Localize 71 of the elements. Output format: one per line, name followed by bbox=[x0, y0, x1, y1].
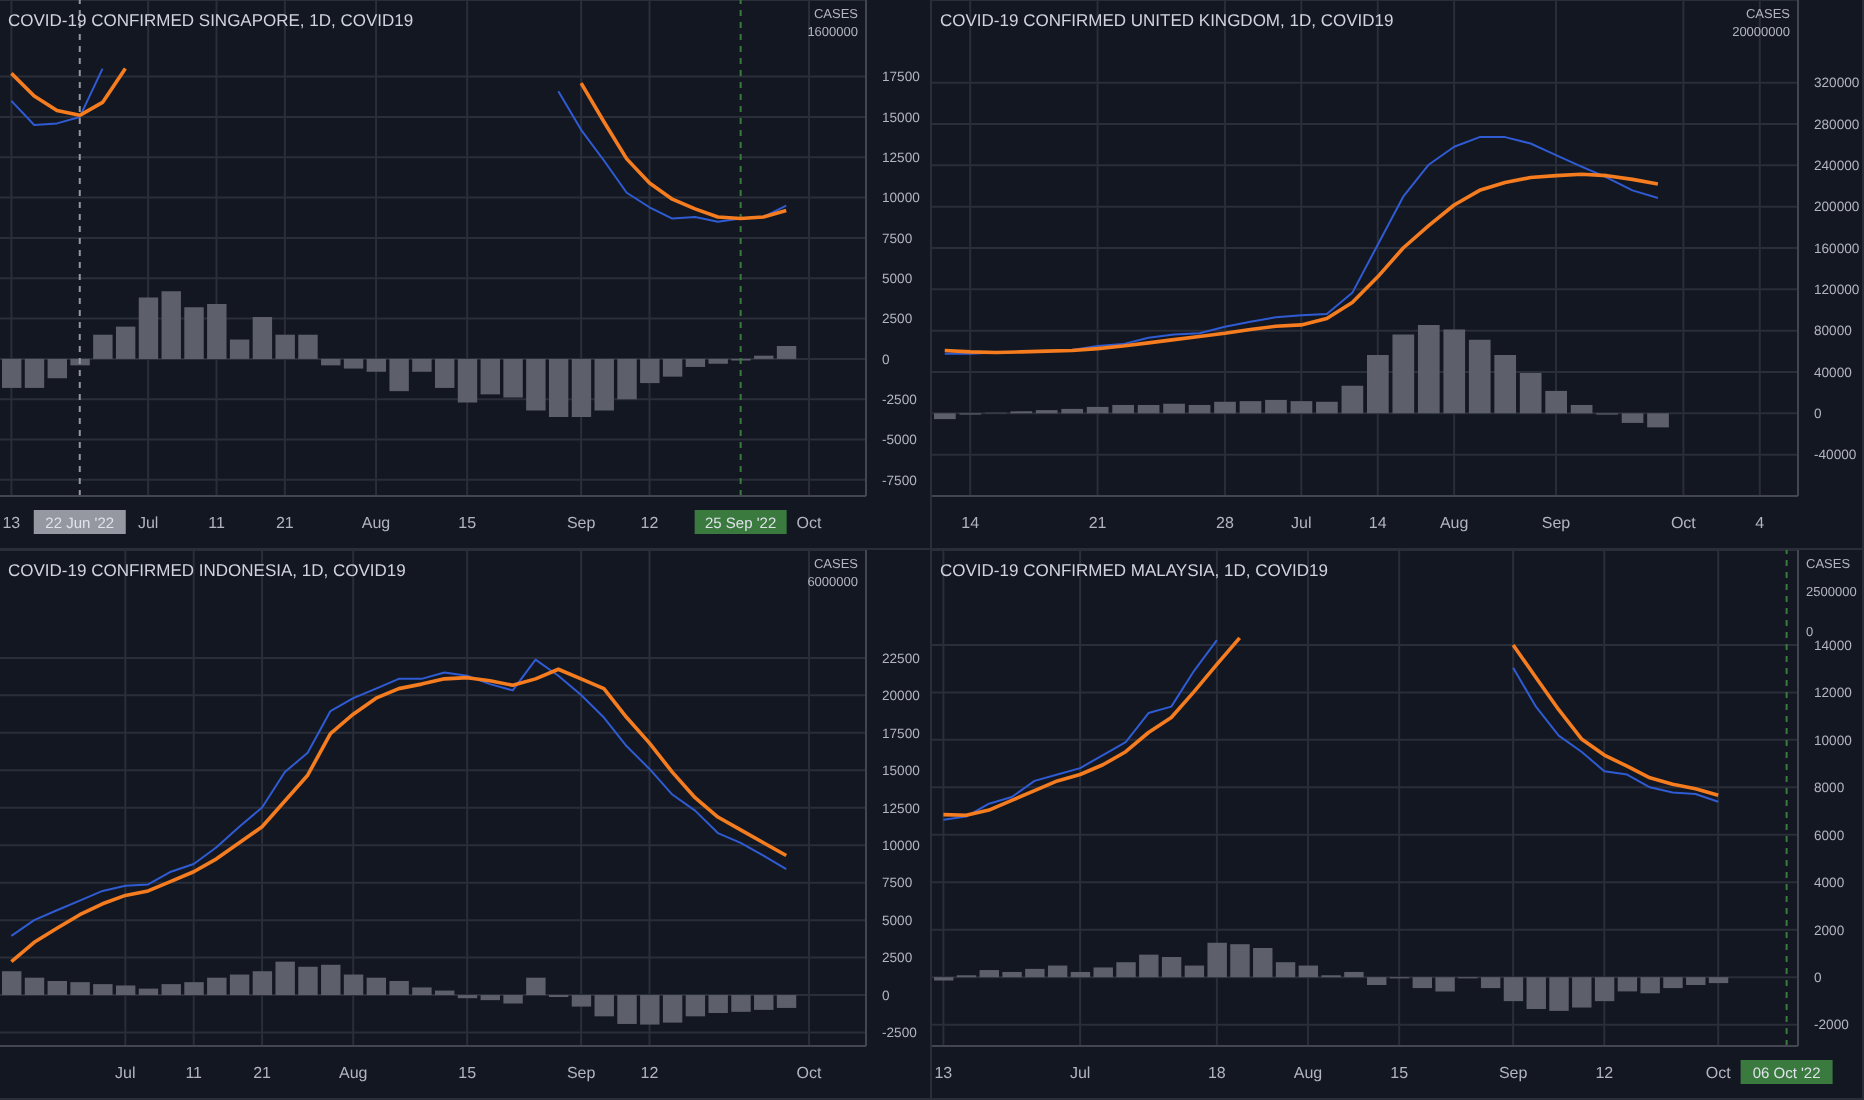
x-tick-label: Aug bbox=[1439, 514, 1469, 532]
x-tick-label: 21 bbox=[1088, 514, 1108, 532]
x-tick-label: Aug bbox=[361, 514, 391, 532]
bar bbox=[1265, 399, 1287, 414]
x-tick-label: Jul bbox=[137, 514, 159, 532]
x-tick-label: Sep bbox=[566, 1064, 597, 1082]
bar bbox=[776, 345, 797, 359]
bar bbox=[1239, 401, 1262, 414]
x-tick-label: 15 bbox=[1390, 1064, 1410, 1082]
x-tick-label: Jul bbox=[115, 1064, 137, 1082]
x-tick-label: 15 bbox=[458, 514, 478, 532]
x-tick-label: Oct bbox=[796, 1064, 824, 1082]
x-tick-label: 21 bbox=[275, 514, 295, 532]
bar bbox=[571, 995, 592, 1007]
x-tick-label: 4 bbox=[1755, 514, 1766, 532]
bar bbox=[1647, 413, 1669, 428]
bar bbox=[138, 297, 159, 359]
x-tick-label: 28 bbox=[1216, 514, 1235, 532]
x-tick-label: Jul bbox=[1291, 514, 1312, 532]
x-tick-label: Aug bbox=[339, 1064, 368, 1082]
bar bbox=[1070, 971, 1091, 978]
bar bbox=[457, 358, 478, 403]
text: COVID-19 CONFIRMED UNITED KINGDOM, 1D, COVID19 bbox=[940, 10, 1394, 30]
bar bbox=[1503, 977, 1524, 1002]
bar bbox=[1137, 404, 1160, 414]
bar bbox=[321, 358, 341, 366]
bar bbox=[1163, 403, 1185, 414]
bar bbox=[24, 358, 45, 388]
bar bbox=[1621, 413, 1644, 423]
x-tick-label: 11 bbox=[208, 514, 226, 532]
x-tick-label: 15 bbox=[458, 1064, 478, 1082]
bar bbox=[1570, 404, 1593, 414]
bar bbox=[571, 358, 592, 417]
x-tick-label: 13 bbox=[934, 1064, 954, 1082]
bar bbox=[24, 977, 45, 996]
x-tick-label: 14 bbox=[961, 514, 981, 532]
bar bbox=[1214, 401, 1236, 414]
bar bbox=[776, 995, 797, 1008]
x-tick-label: 12 bbox=[640, 1064, 660, 1082]
bar bbox=[1290, 401, 1313, 414]
bar bbox=[1708, 977, 1729, 984]
x-tick-label: 18 bbox=[1207, 1064, 1227, 1082]
bar bbox=[526, 977, 546, 996]
line-series bbox=[942, 172, 1660, 355]
x-tick-label: Sep bbox=[1541, 514, 1572, 532]
bar bbox=[1275, 962, 1296, 978]
bar bbox=[2, 971, 22, 996]
x-tick-label: Oct bbox=[1670, 514, 1698, 532]
x-tick-label: 11 bbox=[185, 1064, 204, 1082]
bar bbox=[1188, 404, 1211, 414]
x-tick-label: Jul bbox=[1069, 1064, 1091, 1082]
bar bbox=[1367, 977, 1387, 986]
x-tick-label: Oct bbox=[796, 514, 824, 532]
x-tick-label: Sep bbox=[566, 514, 597, 532]
x-tick-label: 12 bbox=[640, 514, 660, 532]
bar bbox=[1341, 385, 1364, 414]
bar bbox=[138, 988, 159, 996]
x-tick-label: 14 bbox=[1368, 514, 1388, 532]
text: COVID-19 CONFIRMED INDONESIA, 1D, COVID19 bbox=[8, 560, 406, 580]
bar bbox=[343, 974, 364, 996]
x-tick-label: 21 bbox=[253, 1064, 273, 1082]
bar bbox=[2, 358, 22, 388]
x-tick-label: 12 bbox=[1595, 1064, 1615, 1082]
bar bbox=[1316, 401, 1338, 414]
x-tick-label: Sep bbox=[1498, 1064, 1529, 1082]
text: COVID-19 CONFIRMED SINGAPORE, 1D, COVID19 bbox=[8, 10, 414, 30]
x-tick-label: Aug bbox=[1293, 1064, 1323, 1082]
x-tick-label: 13 bbox=[2, 514, 22, 532]
x-tick-label: Oct bbox=[1705, 1064, 1733, 1082]
text: COVID-19 CONFIRMED MALAYSIA, 1D, COVID19 bbox=[940, 560, 1328, 580]
bar bbox=[343, 358, 364, 369]
